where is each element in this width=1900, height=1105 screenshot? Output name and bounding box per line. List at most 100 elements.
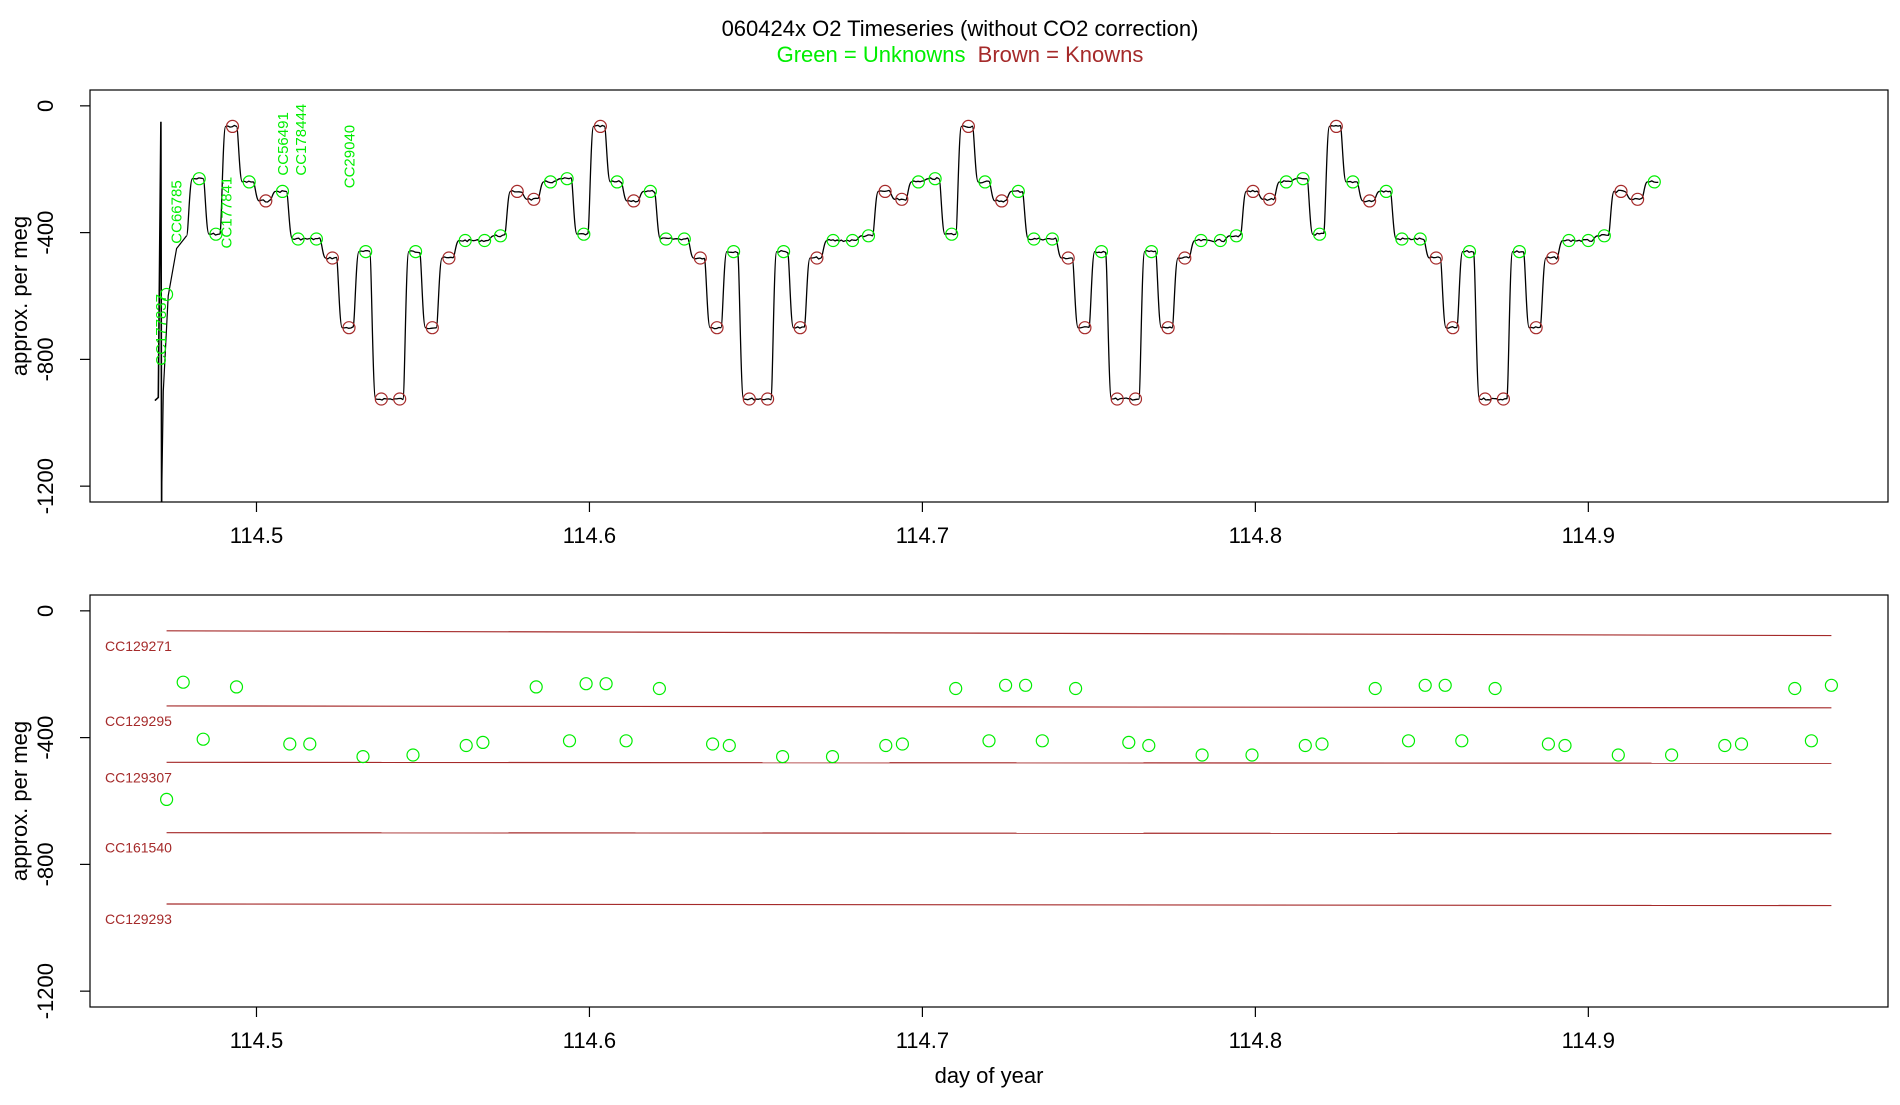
trace-start — [154, 121, 163, 502]
y-tick-label: 0 — [33, 100, 58, 112]
unknown-point — [1438, 678, 1452, 692]
x-tick-label: 114.7 — [896, 1028, 949, 1053]
known-marker — [1110, 392, 1124, 406]
unknown-point — [775, 749, 790, 764]
plot-frame — [89, 594, 1889, 1008]
unknown-marker — [776, 245, 791, 259]
x-tick-label: 114.5 — [230, 523, 283, 548]
x-tick-label: 114.9 — [1562, 523, 1615, 548]
sample-annotation: CC177841 — [219, 177, 236, 249]
unknown-point — [1068, 681, 1083, 696]
unknown-marker — [1194, 233, 1208, 248]
known-marker — [1496, 392, 1511, 406]
unknown-marker — [911, 175, 926, 189]
y-tick-label: 0 — [33, 605, 58, 617]
unknown-point — [562, 734, 577, 748]
unknown-marker — [1462, 245, 1477, 259]
y-tick-label: -400 — [33, 211, 58, 255]
known-marker — [1329, 119, 1343, 134]
unknown-marker — [1144, 245, 1159, 259]
known-marker — [878, 184, 892, 198]
unknown-point — [1804, 734, 1819, 748]
known-marker — [1429, 251, 1443, 265]
unknown-marker — [1213, 233, 1228, 248]
legend-unknowns: Green = Unknowns — [777, 42, 966, 67]
known-marker — [1061, 251, 1075, 265]
unknown-marker — [1597, 229, 1611, 243]
unknown-point — [406, 748, 420, 762]
unknown-point — [283, 737, 297, 751]
unknown-marker — [978, 175, 992, 189]
known-line — [166, 832, 1832, 835]
unknown-marker — [1011, 184, 1025, 198]
unknown-marker — [493, 229, 508, 243]
unknown-marker — [478, 233, 492, 248]
unknown-point — [895, 737, 910, 751]
unknown-point — [1195, 748, 1209, 762]
y-axis-label: approx. per meg — [7, 216, 32, 376]
unknown-point — [705, 737, 720, 751]
unknown-marker — [291, 232, 305, 246]
known-marker — [342, 321, 356, 335]
unknown-marker — [309, 232, 323, 246]
known-marker — [325, 251, 339, 265]
unknown-point — [1788, 681, 1802, 696]
known-marker — [1446, 321, 1460, 335]
unknown-point — [1368, 681, 1382, 696]
unknown-point — [160, 792, 174, 807]
unknown-marker — [1647, 175, 1661, 189]
plot-frame — [89, 89, 1889, 503]
unknown-marker — [826, 233, 840, 248]
y-axis-label: approx. per meg — [7, 721, 32, 881]
unknown-point — [619, 734, 633, 748]
unknown-marker — [1413, 232, 1427, 246]
unknown-marker — [209, 227, 223, 241]
unknown-marker — [560, 172, 574, 186]
unknown-marker — [659, 232, 673, 246]
unknown-marker — [861, 229, 876, 243]
known-marker — [995, 194, 1009, 208]
known-marker — [1614, 184, 1628, 198]
x-tick-label: 114.8 — [1229, 523, 1282, 548]
known-marker — [1178, 251, 1192, 265]
unknown-point — [579, 677, 593, 691]
known-marker — [1630, 192, 1645, 206]
unknown-point — [1035, 734, 1049, 748]
unknown-point — [998, 678, 1013, 692]
unknown-marker — [1027, 232, 1041, 246]
known-marker — [1478, 392, 1492, 406]
unknown-point — [1824, 678, 1839, 692]
known-marker — [1128, 392, 1143, 406]
trace-recovery — [161, 235, 188, 502]
unknown-marker — [359, 245, 373, 259]
known-marker — [442, 251, 456, 265]
known-line — [166, 630, 1832, 637]
sample-annotation: CC29040 — [342, 125, 359, 188]
unknown-point — [1122, 735, 1136, 750]
unknown-point — [356, 749, 370, 764]
known-marker — [1161, 321, 1175, 335]
unknown-point — [1401, 734, 1416, 748]
unknown-point — [459, 738, 473, 753]
unknown-point — [1455, 734, 1469, 748]
unknown-marker — [845, 233, 860, 248]
chart-title: 060424x O2 Timeseries (without CO2 corre… — [722, 16, 1199, 41]
known-marker — [1362, 194, 1377, 208]
unknown-marker — [928, 172, 942, 186]
known-marker — [374, 392, 388, 406]
known-marker — [1078, 321, 1092, 335]
unknown-marker — [945, 227, 959, 241]
x-tick-label: 114.9 — [1562, 1028, 1615, 1053]
unknown-marker — [1581, 233, 1595, 248]
unknown-point — [1488, 681, 1502, 696]
unknown-point — [1611, 748, 1625, 762]
x-axis-label: day of year — [935, 1063, 1044, 1088]
unknown-marker — [1296, 172, 1310, 186]
y-tick-label: -800 — [33, 337, 58, 381]
sample-annotation: CC56491 — [275, 112, 292, 175]
known-line — [166, 761, 1832, 764]
unknown-marker — [1094, 245, 1109, 259]
sample-annotation: CC178444 — [293, 104, 310, 176]
